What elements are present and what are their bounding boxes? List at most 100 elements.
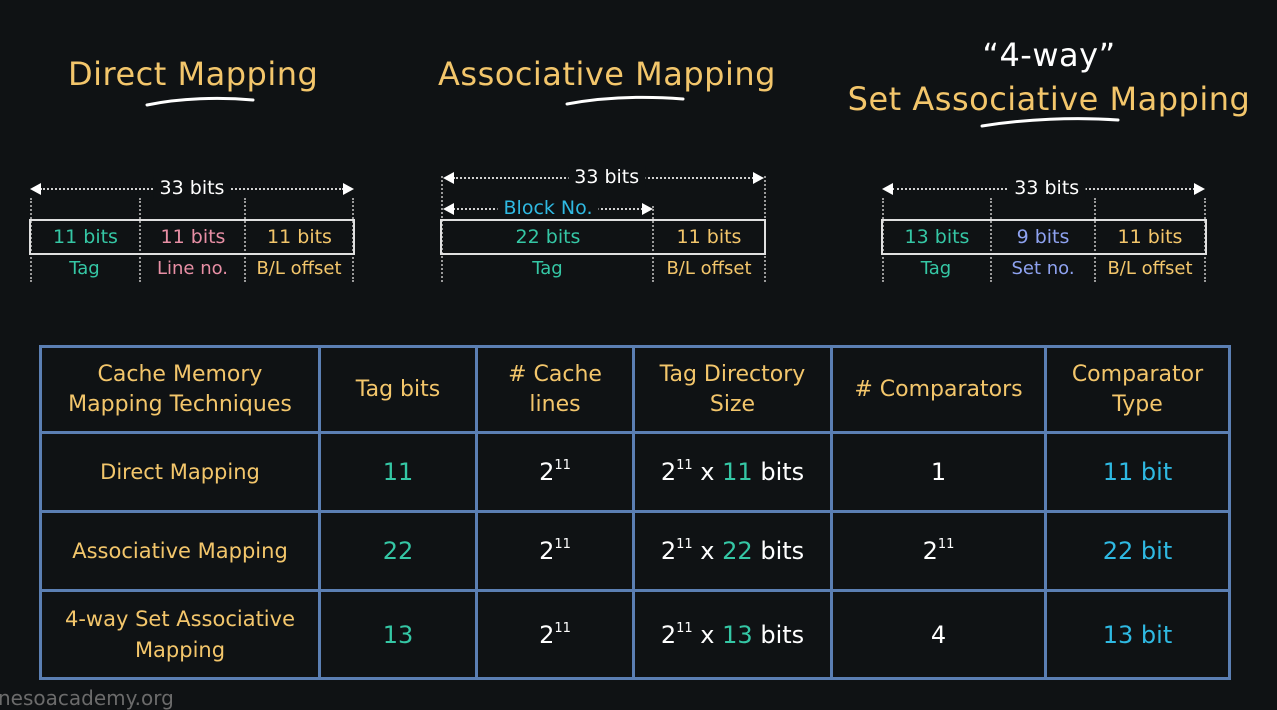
header-text: Comparator — [1071, 361, 1204, 387]
arrow-left-icon — [443, 172, 454, 184]
tag-bits-field: 11 bits — [53, 226, 118, 248]
header-text: Cache Memory — [97, 361, 263, 387]
cache-lines-cell: 211 — [475, 431, 635, 513]
tag-bits-cell: 11 — [318, 431, 478, 513]
header-comparators: # Comparators — [830, 345, 1047, 434]
arrow-right-icon — [343, 183, 354, 195]
technique-cell: Direct Mapping — [39, 431, 321, 513]
technique-text: Mapping — [134, 637, 226, 662]
block-no-ruler: Block No. — [443, 197, 653, 219]
unit-text: bits — [760, 458, 805, 486]
tag-bits-value: 13 — [382, 620, 414, 649]
header-text: Size — [709, 391, 756, 417]
tag-directory-cell: 211 x 13 bits — [632, 589, 833, 680]
field-divider — [652, 206, 654, 282]
comparator-type-value: 22 bit — [1102, 537, 1173, 565]
total-bits-label: 33 bits — [153, 177, 231, 199]
address-box: 11 bits 11 bits 11 bits — [29, 219, 355, 255]
offset-label: B/L offset — [256, 258, 342, 279]
header-cache-lines: # Cache lines — [475, 345, 635, 434]
total-bits-ruler: 33 bits — [443, 166, 764, 188]
tag-bits-cell: 13 — [318, 589, 478, 680]
tag-bits-value: 22 — [722, 537, 753, 565]
field-divider — [244, 198, 246, 282]
associative-mapping-title-text: Associative Mapping — [438, 55, 776, 93]
tag-bits-field: 22 bits — [515, 226, 581, 248]
comparator-type-value: 13 bit — [1102, 620, 1173, 649]
offset-bits-field: 11 bits — [1117, 226, 1183, 248]
tag-directory-cell: 211 x 11 bits — [632, 431, 833, 513]
arrow-right-icon — [642, 203, 653, 215]
comparators-value: 4 — [930, 620, 947, 649]
comparators-value: 1 — [930, 458, 947, 486]
power-base: 2 — [660, 620, 677, 649]
field-divider — [990, 198, 992, 282]
comparator-type-cell: 22 bit — [1044, 510, 1231, 592]
set-no-label: Set no. — [1011, 258, 1075, 279]
technique-text: 4-way Set Associative — [64, 606, 295, 631]
times-sign: x — [700, 458, 715, 486]
address-box: 13 bits 9 bits 11 bits — [881, 219, 1207, 255]
power-exponent: 11 — [554, 620, 571, 636]
tag-bits-value: 22 — [382, 537, 414, 565]
watermark-url: nesoacademy.org — [0, 686, 174, 710]
line-bits-field: 11 bits — [160, 226, 226, 248]
arrow-left-icon — [882, 183, 893, 195]
tag-label: Tag — [69, 258, 100, 279]
field-divider — [30, 198, 32, 282]
comparator-type-cell: 11 bit — [1044, 431, 1231, 513]
arrow-right-icon — [1194, 183, 1205, 195]
tag-directory-cell: 211 x 22 bits — [632, 510, 833, 592]
times-sign: x — [700, 620, 715, 649]
tag-label: Tag — [532, 258, 563, 279]
setassoc-title-line2: Set Associative Mapping — [847, 80, 1251, 118]
offset-bits-field: 11 bits — [676, 226, 742, 248]
header-text: Mapping Techniques — [68, 391, 292, 417]
setassoc-mapping-title: “4-way” Set Associative Mapping — [845, 33, 1253, 121]
times-sign: x — [700, 537, 715, 565]
total-bits-label: 33 bits — [1008, 177, 1086, 199]
technique-cell: 4-way Set Associative Mapping — [39, 589, 321, 680]
power-exponent: 11 — [554, 458, 571, 473]
header-comparator-type: Comparator Type — [1044, 345, 1231, 434]
technique-text: Direct Mapping — [100, 459, 260, 484]
table-row: Associative Mapping 22 211 211 x 22 bits… — [39, 510, 1231, 592]
header-text: # Cache — [508, 361, 602, 387]
power-base: 2 — [539, 537, 555, 565]
comparator-type-value: 11 bit — [1102, 458, 1173, 486]
header-text: Type — [1112, 391, 1163, 417]
technique-cell: Associative Mapping — [39, 510, 321, 592]
tag-bits-field: 13 bits — [904, 226, 970, 248]
power-exponent: 11 — [554, 537, 571, 552]
field-divider — [882, 198, 884, 282]
tag-bits-value: 13 — [722, 620, 753, 649]
offset-label: B/L offset — [666, 258, 752, 279]
field-divider — [441, 176, 443, 282]
total-bits-ruler: 33 bits — [30, 177, 354, 199]
block-no-label: Block No. — [497, 197, 599, 219]
cache-lines-cell: 211 — [475, 510, 635, 592]
comparators-value: 2 — [922, 537, 938, 565]
comparators-cell: 4 — [830, 589, 1047, 680]
direct-mapping-title: Direct Mapping — [68, 55, 318, 93]
total-bits-ruler: 33 bits — [882, 177, 1205, 199]
mapping-comparison-table: Cache Memory Mapping Techniques Tag bits… — [39, 345, 1231, 680]
unit-text: bits — [760, 620, 805, 649]
comparators-cell: 211 — [830, 510, 1047, 592]
comparators-cell: 1 — [830, 431, 1047, 513]
table-header-row: Cache Memory Mapping Techniques Tag bits… — [39, 345, 1231, 434]
power-exponent: 11 — [676, 537, 693, 552]
tag-label: Tag — [920, 258, 952, 279]
setassoc-title-line1: “4-way” — [982, 36, 1116, 74]
underline-swoosh — [145, 96, 255, 107]
tag-bits-value: 11 — [382, 458, 414, 486]
header-text: Tag bits — [355, 376, 441, 402]
table-row: 4-way Set Associative Mapping 13 2 11 211 … — [39, 589, 1231, 680]
underline-swoosh — [565, 95, 685, 106]
power-base: 2 — [660, 537, 677, 565]
arrow-left-icon — [443, 203, 454, 215]
arrow-left-icon — [30, 183, 41, 195]
header-text: lines — [529, 391, 581, 417]
technique-text: Associative Mapping — [72, 538, 288, 563]
total-bits-label: 33 bits — [568, 166, 646, 188]
